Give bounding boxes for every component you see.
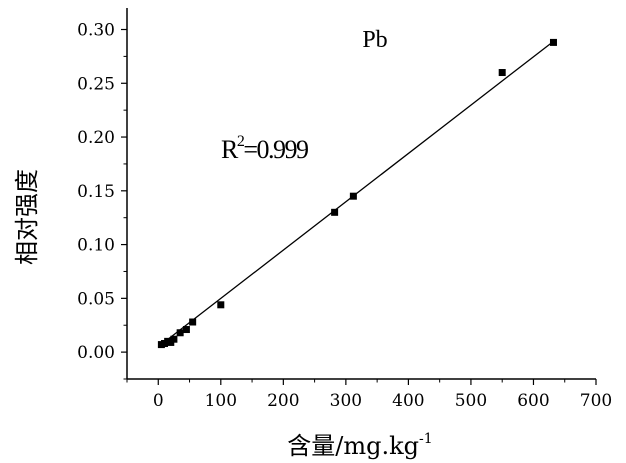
data-points (157, 38, 557, 349)
data-point (189, 318, 197, 326)
data-point (498, 69, 506, 77)
y-tick-label: 0.00 (77, 343, 115, 363)
x-tick-label: 200 (267, 391, 299, 411)
x-axis-title: 含量/mg.kg-1 (287, 431, 432, 460)
x-tick-label: 300 (330, 391, 362, 411)
y-axis-title: 相对强度 (13, 169, 41, 265)
y-tick-label: 0.05 (77, 289, 115, 309)
r-squared-base: R (221, 135, 239, 164)
x-tick-label: 600 (517, 391, 549, 411)
x-axis-title-text: 含量/mg.kg (287, 432, 419, 460)
plot-frame (126, 8, 596, 380)
y-tick-label: 0.30 (77, 21, 115, 41)
data-point (176, 329, 184, 337)
y-tick-label: 0.15 (77, 182, 115, 202)
y-tick-label: 0.25 (77, 74, 115, 94)
x-tick-label: 400 (392, 391, 424, 411)
x-axis-title-exponent: -1 (419, 431, 433, 447)
data-point (331, 208, 339, 216)
data-point (217, 301, 225, 309)
data-point (182, 326, 190, 334)
r-squared-value: =0.999 (243, 135, 308, 164)
x-tick-label: 100 (205, 391, 237, 411)
y-tick-label: 0.20 (77, 128, 115, 148)
data-point (549, 38, 557, 46)
x-axis-ticks: 0 100 200 300 400 500 600 700 (126, 379, 612, 411)
data-point (170, 335, 178, 343)
x-tick-label: 700 (580, 391, 612, 411)
r-squared-label: R2=0.999 (221, 133, 308, 164)
data-point (349, 192, 357, 200)
x-tick-label: 0 (153, 391, 164, 411)
r-squared-exponent: 2 (237, 133, 245, 150)
y-tick-label: 0.10 (77, 236, 115, 256)
x-tick-label: 500 (455, 391, 487, 411)
element-label: Pb (362, 27, 387, 53)
y-axis-ticks: 0.00 0.05 0.10 0.15 0.20 0.25 0.30 (77, 21, 127, 380)
